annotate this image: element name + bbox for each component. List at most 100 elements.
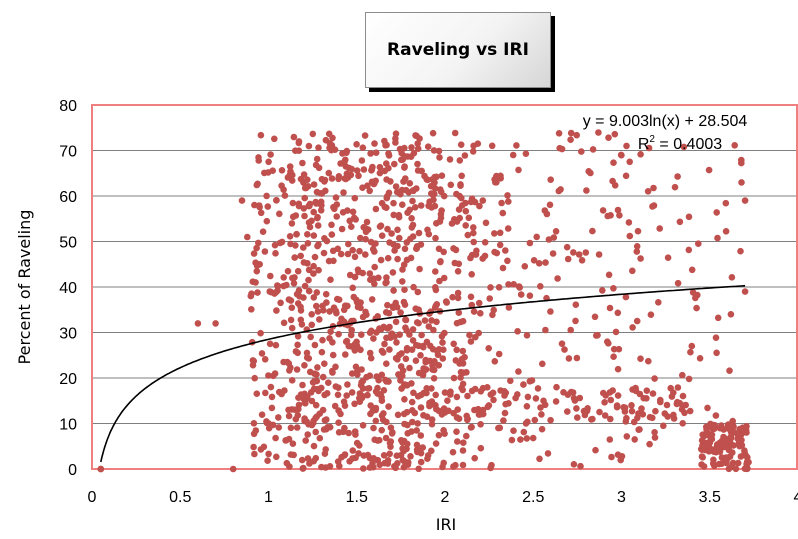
data-point <box>323 237 331 245</box>
data-point <box>285 435 293 443</box>
data-point <box>428 317 435 324</box>
data-point <box>401 286 408 294</box>
data-point <box>401 163 408 170</box>
data-point <box>427 182 435 190</box>
data-point <box>353 167 361 174</box>
data-point <box>438 333 446 340</box>
data-point <box>440 274 448 282</box>
data-point <box>266 288 274 295</box>
data-point <box>446 156 454 163</box>
data-point <box>734 459 742 467</box>
data-point <box>410 149 418 157</box>
data-point <box>727 433 735 440</box>
data-point <box>378 347 386 355</box>
data-point <box>679 371 686 379</box>
data-point <box>325 169 333 177</box>
data-point <box>547 308 554 315</box>
data-point <box>274 282 281 289</box>
data-point <box>629 267 636 275</box>
data-point <box>470 224 477 231</box>
data-point <box>403 256 411 264</box>
data-point <box>262 389 269 397</box>
data-point <box>376 223 384 230</box>
data-point <box>738 436 745 444</box>
data-point <box>430 147 438 154</box>
data-point <box>328 146 335 154</box>
data-point <box>383 279 390 286</box>
data-point <box>712 412 720 419</box>
data-point <box>656 225 663 232</box>
data-point <box>304 183 312 190</box>
data-point <box>315 144 322 151</box>
data-point <box>439 463 446 471</box>
data-point <box>413 319 421 326</box>
data-point <box>294 412 302 419</box>
data-point <box>638 405 645 412</box>
data-point <box>722 228 730 235</box>
data-point <box>404 461 412 469</box>
data-point <box>705 166 713 174</box>
data-point <box>601 412 609 419</box>
data-point <box>310 270 317 277</box>
data-point <box>489 389 497 397</box>
data-point <box>555 130 563 137</box>
data-point <box>500 417 507 424</box>
data-point <box>281 387 288 394</box>
data-point <box>358 366 365 373</box>
data-point <box>426 198 433 205</box>
data-point <box>451 129 459 137</box>
data-point <box>485 402 493 409</box>
data-point <box>495 284 503 291</box>
data-point <box>644 188 652 195</box>
data-point <box>318 348 326 356</box>
data-point <box>369 163 376 171</box>
data-point <box>431 202 439 210</box>
data-point <box>526 239 534 247</box>
data-point <box>611 130 619 138</box>
data-point <box>387 178 394 185</box>
data-point <box>409 407 416 414</box>
data-point <box>450 340 458 348</box>
data-point <box>408 346 416 354</box>
data-point <box>351 400 358 408</box>
data-point <box>316 316 323 323</box>
data-point <box>531 416 539 424</box>
data-point <box>257 329 264 337</box>
data-point <box>293 366 301 373</box>
data-point <box>283 281 290 289</box>
data-point <box>432 391 440 399</box>
data-point <box>310 417 317 425</box>
data-point <box>520 428 528 436</box>
data-point <box>372 205 380 213</box>
data-point <box>573 354 581 362</box>
data-point <box>622 418 630 425</box>
data-point <box>356 247 363 255</box>
data-point <box>366 372 374 380</box>
data-point <box>577 462 584 470</box>
data-point <box>499 209 507 217</box>
x-tick-label: 0 <box>88 489 97 506</box>
data-point <box>682 401 689 409</box>
x-tick-label: 1.5 <box>346 489 368 506</box>
data-point <box>715 460 723 468</box>
data-point <box>437 258 444 265</box>
data-point <box>348 389 356 396</box>
data-point <box>296 293 303 300</box>
data-point <box>327 328 334 336</box>
data-point <box>299 465 307 472</box>
data-point <box>564 408 571 415</box>
data-point <box>688 266 696 274</box>
data-point <box>251 201 258 209</box>
data-point <box>467 424 475 431</box>
data-point <box>404 153 411 160</box>
data-point <box>743 423 750 430</box>
data-point <box>335 419 342 427</box>
data-point <box>313 289 321 296</box>
data-point <box>366 349 374 357</box>
data-point <box>286 163 294 170</box>
trendline-r-squared: R2 = 0.4003 <box>638 134 722 153</box>
data-point <box>351 194 359 202</box>
data-point <box>432 234 439 242</box>
data-point <box>250 250 258 257</box>
data-point <box>348 223 355 230</box>
